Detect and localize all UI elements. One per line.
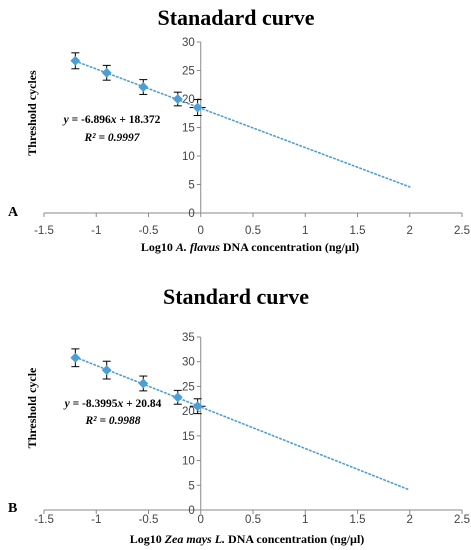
chart-a-title: Stanadard curve <box>157 5 314 30</box>
chart-b-x-tick-label: 0 <box>198 514 204 526</box>
chart-b-y-tick-label: 20 <box>182 406 195 418</box>
chart-a-x-tick-label: 2.5 <box>454 225 470 237</box>
chart-a-equation-intercept: + 18.372 <box>116 114 160 126</box>
chart-b-data-point <box>70 352 81 363</box>
chart-a-x-ticks: -1.5 -1 -0.5 0 0.5 1 1.5 2 2.5 <box>34 213 470 237</box>
chart-b-x-tick-label: 0.5 <box>245 514 261 526</box>
chart-b-y-tick-label: 0 <box>188 505 194 517</box>
chart-b-equation-intercept: + 20.84 <box>123 398 161 410</box>
chart-a-x-tick-label: -1.5 <box>34 225 54 237</box>
chart-a-data-point <box>138 82 149 92</box>
chart-a-y-tick-label: 30 <box>182 37 195 49</box>
chart-b-data-point <box>138 378 149 389</box>
chart-a-trendline <box>74 60 411 188</box>
chart-b-xlabel-organism: Zea mays L. <box>164 532 225 546</box>
chart-a-ylabel: Threshold cycles <box>25 70 39 156</box>
chart-b-y-tick-label: 10 <box>182 456 195 468</box>
chart-b-x-tick-label: 1.5 <box>350 514 366 526</box>
chart-b-y-tick-label: 35 <box>182 332 195 344</box>
chart-b-y-tick-label: 15 <box>182 431 195 443</box>
chart-b-x-tick-label: -1 <box>91 514 101 526</box>
chart-a-data-point <box>172 94 183 104</box>
chart-b-trendline <box>74 356 411 491</box>
chart-a-y-tick-label: 0 <box>188 208 194 220</box>
chart-b-equation: y = -8.3995x + 20.84 <box>63 398 162 410</box>
chart-b-x-ticks: -1.5 -1 -0.5 0 0.5 1 1.5 2 2.5 <box>34 510 470 526</box>
chart-a-data-point <box>70 55 81 66</box>
chart-a-xlabel-suffix: DNA concentration (ng/µl) <box>220 240 359 254</box>
chart-a-r2: R² = 0.9997 <box>83 132 140 144</box>
chart-a-x-tick-label: 0 <box>198 225 204 237</box>
chart-a-equation: y = -6.896x + 18.372 <box>62 114 161 126</box>
chart-b-xlabel-prefix: Log10 <box>130 532 165 546</box>
chart-a-xlabel: Log10 A. flavus DNA concentration (ng/µl… <box>141 240 359 254</box>
chart-a-x-tick-label: 1 <box>302 225 308 237</box>
chart-a-y-tick-label: 25 <box>182 66 195 78</box>
chart-a-x-tick-label: 0.5 <box>245 225 261 237</box>
chart-a-x-tick-label: 2 <box>407 225 413 237</box>
chart-b-equation-y: y <box>63 398 71 410</box>
chart-b-ylabel: Threshold cycle <box>25 367 39 448</box>
chart-b-y-tick-label: 5 <box>188 480 194 492</box>
chart-a-data-point <box>192 102 203 113</box>
chart-a-xlabel-prefix: Log10 <box>141 240 176 254</box>
chart-b-xlabel: Log10 Zea mays L. DNA concentration (ng/… <box>130 532 365 546</box>
chart-a-equation-slope: = -6.896 <box>69 114 111 126</box>
chart-a-xlabel-organism: A. flavus <box>175 240 220 254</box>
chart-a-points <box>70 52 206 117</box>
chart-b-r2: R² = 0.9988 <box>84 415 140 427</box>
chart-b-equation-x: x <box>116 398 123 410</box>
chart-a-x-tick-label: -1 <box>91 225 101 237</box>
chart-b-panel-label: B <box>8 501 17 516</box>
chart-b-x-tick-label: 2 <box>407 514 413 526</box>
chart-a-x-tick-label: -0.5 <box>139 225 159 237</box>
chart-b-data-point <box>192 401 203 412</box>
chart-a-trendline-group <box>74 60 411 188</box>
chart-b-x-tick-label: -0.5 <box>139 514 159 526</box>
chart-a-equation-x: x <box>110 114 117 126</box>
chart-a-panel-label: A <box>8 205 19 220</box>
chart-b-x-tick-label: 2.5 <box>454 514 470 526</box>
chart-b-equation-slope: = -8.3995 <box>70 398 118 410</box>
chart-a-y-tick-label: 10 <box>182 151 195 163</box>
chart-b-trendline-group <box>74 356 411 491</box>
chart-a-y-tick-label: 15 <box>182 123 195 135</box>
chart-a-x-tick-label: 1.5 <box>350 225 366 237</box>
chart-b-y-tick-label: 30 <box>182 357 195 369</box>
chart-b-y-tick-label: 25 <box>182 381 195 393</box>
chart-a-equation-y: y <box>62 114 70 126</box>
chart-b-x-tick-label: -1.5 <box>34 514 54 526</box>
chart-b-xlabel-suffix: DNA concentration (ng/µl) <box>225 532 364 546</box>
chart-a-y-tick-label: 5 <box>188 180 194 192</box>
chart-a-data-point <box>101 67 112 78</box>
chart-b-y-ticks: 0 5 10 15 20 25 30 35 <box>182 332 201 517</box>
chart-b-title: Standard curve <box>163 284 309 309</box>
chart-b-data-point <box>101 365 112 376</box>
chart-b-data-point <box>172 392 183 403</box>
chart-b-x-tick-label: 1 <box>302 514 308 526</box>
